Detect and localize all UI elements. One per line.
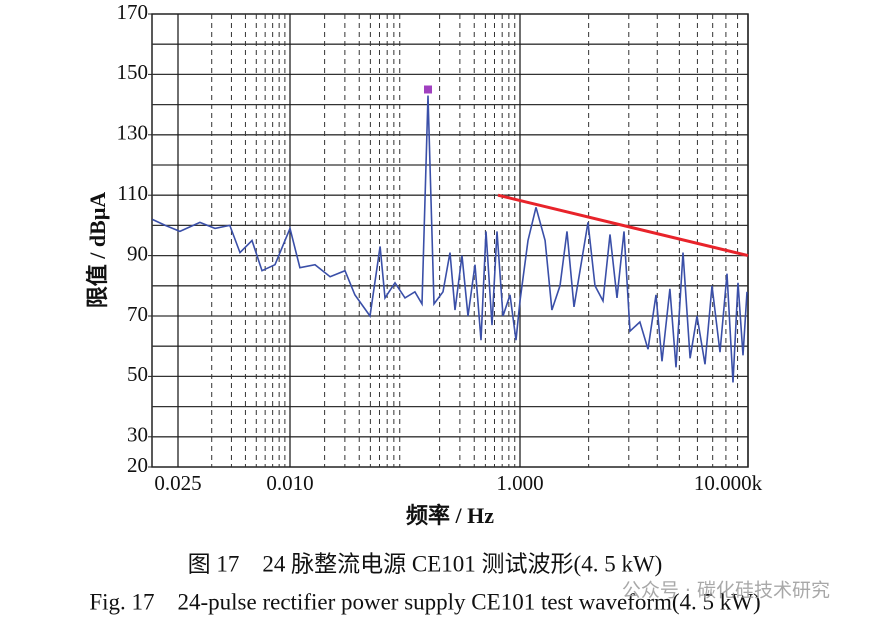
x-tick-label: 10.000k [694,471,763,495]
y-tick-label: 90 [127,241,148,265]
x-tick-label: 1.000 [496,471,543,495]
plot-area [151,13,749,468]
watermark: 公众号 · 碳化硅技术研究 [622,580,830,602]
x-tick-label: 0.010 [266,471,313,495]
y-tick-label: 170 [117,0,149,24]
waveform-line [151,95,748,383]
y-tick-label: 30 [127,423,148,447]
y-tick-label: 70 [127,302,148,326]
y-tick-label: 150 [117,60,149,84]
x-axis-label: 频率 / Hz [406,503,494,528]
y-tick-label: 110 [117,181,148,205]
caption-cn: 图 17 24 脉整流电源 CE101 测试波形(4. 5 kW) [188,551,663,576]
y-axis-label: 限值 / dBμA [85,192,110,308]
y-tick-label: 20 [127,453,148,477]
peak-marker [424,85,433,94]
limit-line [497,193,749,258]
x-tick-label: 0.025 [154,471,201,495]
caption-en: Fig. 17 24-pulse rectifier power supply … [89,589,760,614]
y-tick-label: 130 [117,121,149,145]
y-tick-label: 50 [127,362,148,386]
